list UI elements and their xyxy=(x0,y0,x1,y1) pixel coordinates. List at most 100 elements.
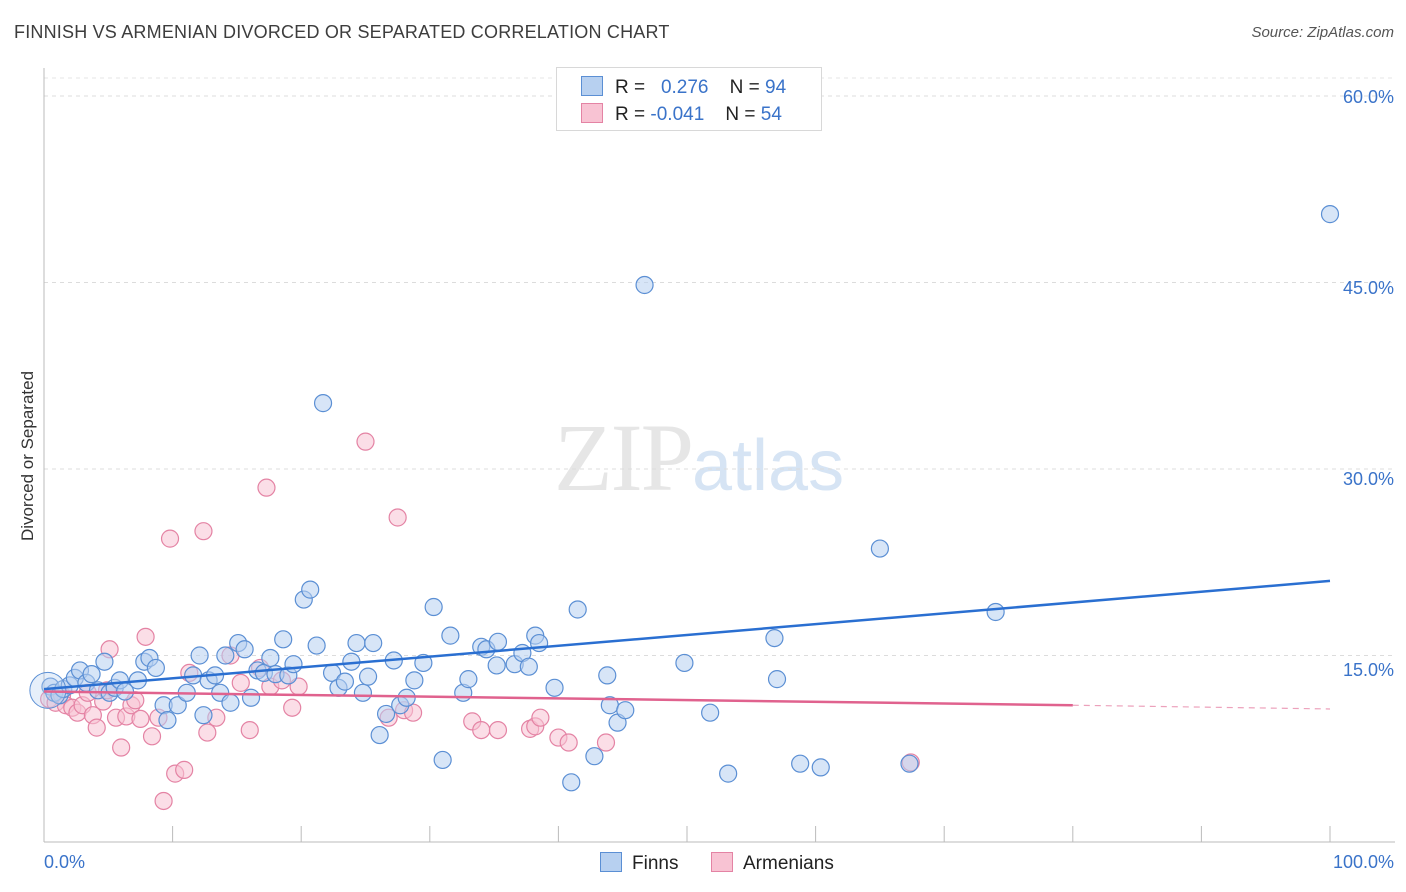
legend-r-label: R = xyxy=(615,104,646,125)
finns-point xyxy=(158,711,177,730)
armenians-point xyxy=(154,791,173,811)
armenians-trend-line xyxy=(43,690,1073,707)
armenians-point xyxy=(388,508,407,527)
finns-point xyxy=(405,671,424,690)
finns-point xyxy=(347,633,366,653)
series-armenians xyxy=(40,432,920,811)
chart-title: FINNISH VS ARMENIAN DIVORCED OR SEPARATE… xyxy=(14,22,670,42)
finns-point xyxy=(284,655,303,674)
finns-point xyxy=(241,688,261,707)
finns-point xyxy=(562,773,581,792)
finns-point xyxy=(441,626,460,645)
legend-row-finns: R = 0.276 N = 94 xyxy=(581,76,786,99)
y-axis-label: Divorced or Separated xyxy=(18,370,37,542)
finns-point xyxy=(235,640,254,659)
finns-point xyxy=(95,652,114,671)
legend-r-label: R = xyxy=(615,77,646,98)
trend-lines xyxy=(43,579,1331,710)
finns-point xyxy=(335,672,355,691)
armenians-point xyxy=(283,698,302,717)
finns-point xyxy=(190,646,209,665)
axes xyxy=(43,68,1395,843)
watermark-zip: ZIP xyxy=(554,404,694,511)
finns-point xyxy=(635,275,654,295)
finns-point xyxy=(811,758,830,777)
armenians-point xyxy=(257,478,276,497)
finns-point xyxy=(719,764,738,783)
legend-item-armenians: Armenians xyxy=(711,852,834,875)
armenians-point xyxy=(175,760,194,779)
legend-finns-label: Finns xyxy=(632,853,679,874)
armenians-point xyxy=(596,733,616,752)
finns-point xyxy=(568,600,587,619)
finns-point xyxy=(313,394,333,413)
finns-point xyxy=(765,628,784,648)
finns-point xyxy=(487,656,506,675)
x-tick-0: 0.0% xyxy=(44,852,86,872)
finns-point xyxy=(675,653,694,673)
finns-point xyxy=(221,693,240,712)
legend-row-armenians: R = -0.041 N = 54 xyxy=(581,103,782,126)
armenians-swatch xyxy=(711,852,733,872)
legend-n-label: N = xyxy=(725,104,756,125)
finns-point xyxy=(424,597,443,617)
legend-n-value: 94 xyxy=(765,77,787,98)
finns-point xyxy=(1320,205,1340,224)
finns-point xyxy=(585,747,604,766)
legend-n-value: 54 xyxy=(760,104,782,125)
armenians-swatch xyxy=(581,103,603,123)
armenians-point xyxy=(160,529,180,548)
finns-point xyxy=(701,703,720,722)
finns-point xyxy=(194,706,213,725)
finns-point xyxy=(261,648,280,668)
finns-point xyxy=(29,671,67,709)
finns-point xyxy=(519,657,538,676)
armenians-point xyxy=(136,627,155,646)
armenians-point xyxy=(231,673,250,692)
armenians-point xyxy=(559,733,578,752)
y-tick-45: 45.0% xyxy=(1342,278,1394,298)
finns-point xyxy=(488,632,508,651)
watermark-atlas: atlas xyxy=(692,426,845,506)
finns-point xyxy=(986,602,1005,622)
finns-point xyxy=(307,636,326,655)
finns-point xyxy=(433,750,452,770)
finns-point xyxy=(616,701,635,720)
finns-point xyxy=(358,667,378,686)
legend-armenians-label: Armenians xyxy=(743,853,834,874)
watermark: ZIPatlas xyxy=(554,402,844,513)
finns-point xyxy=(353,683,373,702)
armenians-point xyxy=(142,727,162,746)
legend-r-value: 0.276 xyxy=(660,77,709,98)
finns-point xyxy=(376,704,396,724)
armenians-point xyxy=(87,718,106,737)
finns-point xyxy=(767,670,787,689)
correlation-legend: R = 0.276 N = 94 R = -0.041 N = 54 xyxy=(556,67,822,131)
armenians-trend-extension xyxy=(1072,704,1331,710)
finns-point xyxy=(82,665,101,684)
finns-point xyxy=(216,646,235,665)
finns-point xyxy=(598,666,617,685)
legend-n-label: N = xyxy=(729,77,760,98)
finns-point xyxy=(168,696,187,715)
armenians-point xyxy=(198,723,217,742)
armenians-point xyxy=(531,708,550,727)
gridlines xyxy=(44,77,1395,656)
legend-item-finns: Finns xyxy=(600,852,678,875)
legend-r-value: -0.041 xyxy=(650,104,705,125)
finns-point xyxy=(545,678,564,697)
y-tick-30: 30.0% xyxy=(1342,469,1394,489)
armenians-point xyxy=(356,432,375,451)
armenians-point xyxy=(112,738,131,757)
armenians-point xyxy=(472,720,491,740)
finns-point xyxy=(900,754,919,773)
armenians-point xyxy=(131,709,150,729)
finns-swatch xyxy=(600,852,622,872)
finns-point xyxy=(274,630,293,649)
armenians-point xyxy=(488,720,508,740)
finns-trend-line xyxy=(43,579,1331,691)
finns-point xyxy=(364,633,383,653)
armenians-point xyxy=(240,720,259,740)
y-tick-15: 15.0% xyxy=(1342,660,1394,680)
